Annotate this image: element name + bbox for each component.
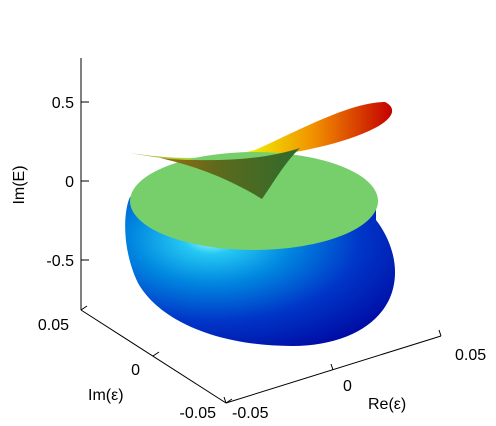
y-tick-label: 0.05 [38,317,69,334]
x-axis-label: Re(ε) [368,396,406,413]
x-tick-label: -0.05 [232,405,269,422]
y-axis-line [80,309,227,404]
x-tick-label: 0.05 [455,347,486,364]
x-tick-label: 0 [343,378,352,395]
z-ticks: 0.5 0 -0.5 [46,95,89,270]
y-ticks: 0.05 0 -0.05 [38,305,233,422]
x-axis-line [225,335,442,404]
upper-sheet-surface [130,102,393,162]
z-tick-label: -0.5 [46,253,74,270]
z-tick-label: 0 [65,174,74,191]
x-ticks: -0.05 0 0.05 [223,329,486,422]
flat-disk-surface [130,152,378,250]
twisted-sheet-cone [160,148,300,199]
y-axis-label: Im(ε) [88,387,124,404]
z-tick-label: 0.5 [52,95,74,112]
z-axis-label: Im(E) [11,165,28,204]
y-tick-label: 0 [131,362,140,379]
y-tick-label: -0.05 [180,405,217,422]
